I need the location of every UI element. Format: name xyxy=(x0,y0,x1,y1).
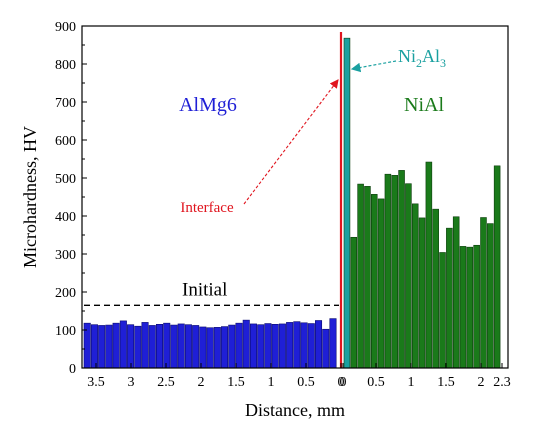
almg6-bar xyxy=(206,327,214,369)
nial-bar xyxy=(398,170,405,369)
almg6-bar xyxy=(148,325,156,369)
nial-bar xyxy=(350,236,358,369)
ni2al3-label: Ni2Al3 xyxy=(398,46,446,70)
almg6-bars xyxy=(83,318,337,369)
x-tick-label: 1.5 xyxy=(437,375,455,390)
nial-bar xyxy=(357,183,364,369)
nial-bar xyxy=(493,165,501,369)
x-tick-label: 2 xyxy=(198,375,205,390)
x-axis-label: Distance, mm xyxy=(245,400,345,420)
y-tick-label: 400 xyxy=(55,210,76,225)
x-axis: 3.5 3 2.5 2 1.5 1 0.5 00 0.5 1 1.5 2 2.3 xyxy=(87,363,511,390)
almg6-bar xyxy=(112,322,120,369)
x-tick-label: 1 xyxy=(408,375,415,390)
nial-bars xyxy=(343,37,501,369)
nial-bar xyxy=(480,217,487,369)
nial-label: NiAl xyxy=(404,94,444,116)
x-tick-label: 2.3 xyxy=(493,375,511,390)
x-tick-label: 2.5 xyxy=(157,375,175,390)
y-tick-label: 500 xyxy=(55,172,76,187)
nial-bar xyxy=(487,223,494,369)
almg6-bar xyxy=(184,324,192,369)
nial-bar xyxy=(377,198,385,369)
nial-bar xyxy=(418,217,426,369)
y-axis: 0 100 200 300 400 500 600 700 800 900 xyxy=(55,20,87,377)
x-tick-label: 0.5 xyxy=(367,375,385,390)
almg6-bar xyxy=(221,326,229,369)
x-tick-label: 0 xyxy=(340,375,347,390)
almg6-bar xyxy=(249,323,257,369)
almg6-bar xyxy=(192,325,200,369)
almg6-bar xyxy=(90,324,98,369)
almg6-bar xyxy=(293,321,301,369)
almg6-bar xyxy=(242,319,250,369)
x-tick-label: 0.5 xyxy=(297,375,315,390)
almg6-bar xyxy=(119,320,127,369)
almg6-bar xyxy=(141,322,149,369)
interface-arrow xyxy=(243,79,339,205)
y-tick-label: 900 xyxy=(55,20,76,35)
ni2al3-arrow xyxy=(350,60,397,73)
almg6-bar xyxy=(322,328,330,369)
ni2al3-al: Al xyxy=(422,46,440,66)
nial-bar xyxy=(425,161,433,369)
almg6-bar xyxy=(307,323,315,369)
x-tick-label: 0 xyxy=(338,375,345,390)
almg6-bar xyxy=(329,318,337,369)
almg6-bar xyxy=(235,322,243,369)
nial-bar xyxy=(473,244,480,369)
almg6-bar xyxy=(134,325,142,369)
almg6-bar xyxy=(286,322,294,369)
ni2al3-ni: Ni xyxy=(398,46,416,66)
almg6-bar xyxy=(257,324,265,369)
x-tick-label: 3.5 xyxy=(87,375,105,390)
almg6-bar xyxy=(213,327,221,369)
y-tick-label: 200 xyxy=(55,286,76,301)
almg6-bar xyxy=(98,325,106,369)
x-tick-label: 2 xyxy=(478,375,485,390)
nial-bar xyxy=(391,175,399,369)
almg6-bar xyxy=(199,326,207,369)
interface-label: Interface xyxy=(180,200,234,216)
almg6-bar xyxy=(163,322,171,369)
almg6-label: AlMg6 xyxy=(179,94,237,116)
almg6-bar xyxy=(127,324,135,369)
nial-bar xyxy=(371,194,378,369)
y-axis-label: Microhardness, HV xyxy=(20,126,40,268)
x-tick-label: 1.5 xyxy=(227,375,245,390)
nial-bar xyxy=(466,246,474,369)
almg6-bar xyxy=(264,323,272,369)
nial-bar xyxy=(405,183,412,369)
almg6-bar xyxy=(278,323,286,369)
nial-bar xyxy=(452,216,460,369)
ni2al3-bar xyxy=(343,37,351,369)
y-tick-label: 800 xyxy=(55,58,76,73)
almg6-bar xyxy=(228,324,236,369)
y-tick-label: 300 xyxy=(55,248,76,263)
nial-bar xyxy=(411,203,419,369)
almg6-bar xyxy=(155,323,164,369)
nial-bar xyxy=(384,173,392,369)
x-tick-label: 1 xyxy=(268,375,275,390)
y-tick-label: 700 xyxy=(55,96,76,111)
y-tick-label: 100 xyxy=(55,324,76,339)
almg6-bar xyxy=(315,320,323,369)
almg6-bar xyxy=(177,323,185,369)
ni2al3-sub-3: 3 xyxy=(440,56,446,70)
y-tick-label: 600 xyxy=(55,134,76,149)
initial-label: Initial xyxy=(182,279,227,300)
almg6-bar xyxy=(105,324,113,369)
x-tick-label: 3 xyxy=(128,375,135,390)
almg6-bar xyxy=(271,323,279,369)
nial-bar xyxy=(446,227,453,369)
ni2al3-sub-2: 2 xyxy=(416,56,422,70)
y-tick-label: 0 xyxy=(69,362,76,377)
almg6-bar xyxy=(300,322,308,369)
nial-bar xyxy=(439,252,446,369)
nial-bar xyxy=(364,186,371,369)
almg6-bar xyxy=(170,324,178,369)
nial-bar xyxy=(459,246,467,369)
nial-bar xyxy=(432,208,439,369)
